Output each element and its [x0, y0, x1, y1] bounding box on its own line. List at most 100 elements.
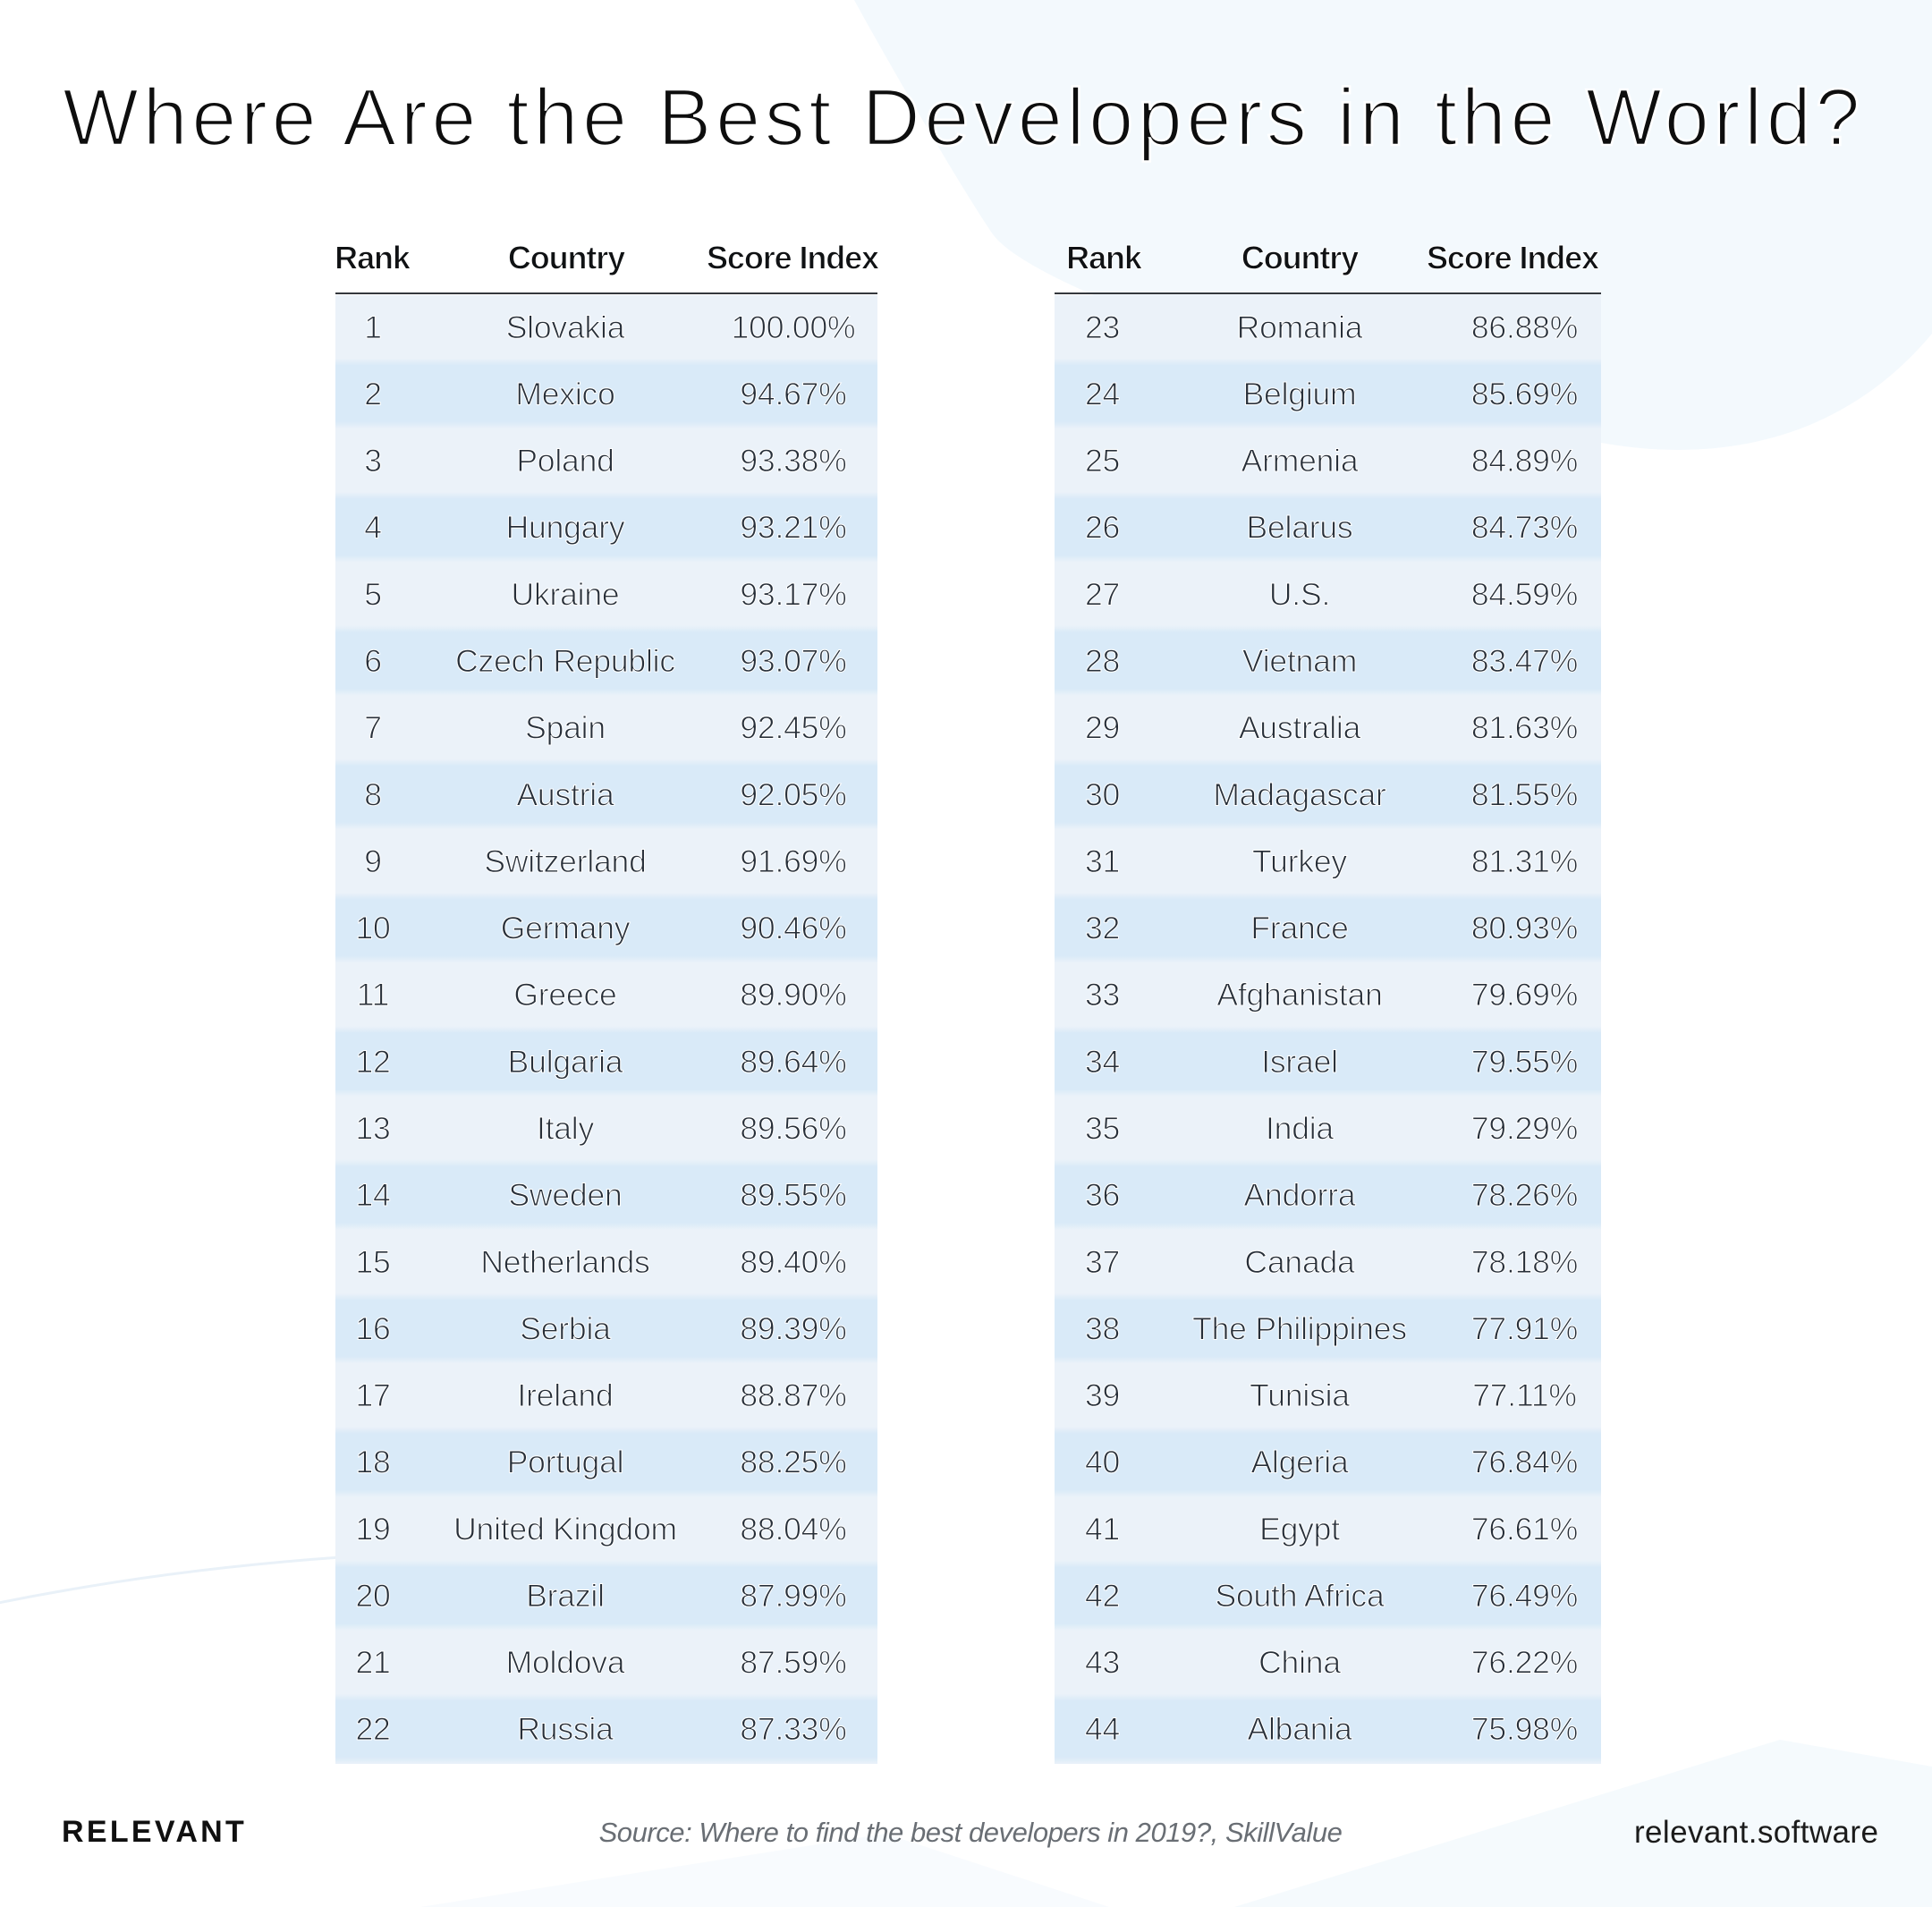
svg-text:81.55%: 81.55% — [1471, 776, 1578, 812]
svg-text:6: 6 — [364, 643, 382, 679]
svg-text:Madagascar: Madagascar — [1213, 776, 1386, 812]
svg-text:South Africa: South Africa — [1215, 1578, 1384, 1614]
svg-text:Netherlands: Netherlands — [480, 1244, 649, 1280]
svg-text:Vietnam: Vietnam — [1242, 643, 1357, 679]
svg-text:33: 33 — [1085, 977, 1120, 1013]
svg-text:17: 17 — [355, 1377, 390, 1413]
svg-text:75.98%: 75.98% — [1471, 1711, 1578, 1747]
svg-text:100.00%: 100.00% — [732, 309, 856, 345]
svg-text:14: 14 — [355, 1177, 390, 1213]
svg-text:Moldova: Moldova — [506, 1645, 625, 1681]
svg-text:28: 28 — [1085, 643, 1120, 679]
svg-text:86.88%: 86.88% — [1471, 309, 1578, 345]
svg-text:85.69%: 85.69% — [1471, 376, 1578, 411]
svg-text:15: 15 — [355, 1244, 390, 1280]
svg-text:92.05%: 92.05% — [740, 776, 846, 812]
svg-text:Bulgaria: Bulgaria — [508, 1044, 623, 1080]
svg-text:79.69%: 79.69% — [1471, 977, 1578, 1013]
svg-text:31: 31 — [1085, 843, 1120, 879]
svg-text:93.21%: 93.21% — [740, 510, 846, 546]
svg-text:Ireland: Ireland — [517, 1377, 613, 1413]
svg-text:79.29%: 79.29% — [1471, 1111, 1578, 1147]
svg-text:30: 30 — [1085, 776, 1120, 812]
svg-text:26: 26 — [1085, 510, 1120, 546]
svg-text:35: 35 — [1085, 1111, 1120, 1147]
svg-text:Germany: Germany — [501, 911, 631, 946]
svg-text:Russia: Russia — [517, 1711, 614, 1747]
svg-text:87.59%: 87.59% — [740, 1645, 846, 1681]
svg-text:87.99%: 87.99% — [740, 1578, 846, 1614]
svg-text:80.93%: 80.93% — [1471, 911, 1578, 946]
svg-text:1: 1 — [364, 309, 382, 345]
svg-text:Ukraine: Ukraine — [512, 576, 620, 612]
svg-text:Belarus: Belarus — [1247, 510, 1353, 546]
svg-text:The Philippines: The Philippines — [1192, 1310, 1407, 1346]
svg-text:76.84%: 76.84% — [1471, 1445, 1578, 1480]
svg-text:Afghanistan: Afghanistan — [1216, 977, 1382, 1013]
svg-text:87.33%: 87.33% — [740, 1711, 846, 1747]
svg-text:11: 11 — [357, 977, 389, 1013]
svg-text:Algeria: Algeria — [1250, 1445, 1349, 1480]
svg-text:7: 7 — [364, 710, 382, 746]
svg-text:40: 40 — [1085, 1445, 1120, 1480]
svg-text:Austria: Austria — [516, 776, 614, 812]
svg-text:36: 36 — [1085, 1177, 1120, 1213]
svg-text:Brazil: Brazil — [526, 1578, 605, 1614]
svg-text:84.73%: 84.73% — [1471, 510, 1578, 546]
svg-text:29: 29 — [1085, 710, 1120, 746]
svg-text:Greece: Greece — [513, 977, 616, 1013]
svg-text:90.46%: 90.46% — [740, 911, 846, 946]
svg-text:94.67%: 94.67% — [740, 376, 846, 411]
svg-text:Tunisia: Tunisia — [1250, 1377, 1350, 1413]
svg-text:Switzerland: Switzerland — [484, 843, 646, 879]
svg-text:34: 34 — [1085, 1044, 1120, 1080]
svg-text:Albania: Albania — [1247, 1711, 1352, 1747]
svg-text:Israel: Israel — [1261, 1044, 1338, 1080]
svg-text:32: 32 — [1085, 911, 1120, 946]
svg-text:22: 22 — [355, 1711, 390, 1747]
svg-text:United Kingdom: United Kingdom — [453, 1511, 677, 1547]
svg-text:Hungary: Hungary — [506, 510, 625, 546]
svg-text:84.59%: 84.59% — [1471, 576, 1578, 612]
svg-text:20: 20 — [355, 1578, 390, 1614]
svg-text:93.38%: 93.38% — [740, 443, 846, 479]
svg-text:78.26%: 78.26% — [1471, 1177, 1578, 1213]
svg-text:93.17%: 93.17% — [740, 576, 846, 612]
svg-text:43: 43 — [1085, 1645, 1120, 1681]
svg-text:76.61%: 76.61% — [1471, 1511, 1578, 1547]
svg-text:89.56%: 89.56% — [740, 1111, 846, 1147]
svg-text:89.90%: 89.90% — [740, 977, 846, 1013]
svg-text:Andorra: Andorra — [1244, 1177, 1356, 1213]
svg-text:89.39%: 89.39% — [740, 1310, 846, 1346]
svg-text:Egypt: Egypt — [1259, 1511, 1340, 1547]
svg-text:Slovakia: Slovakia — [506, 309, 625, 345]
svg-text:88.25%: 88.25% — [740, 1445, 846, 1480]
svg-text:41: 41 — [1085, 1511, 1120, 1547]
svg-text:Mexico: Mexico — [515, 376, 614, 411]
svg-text:19: 19 — [355, 1511, 390, 1547]
svg-text:India: India — [1266, 1111, 1334, 1147]
svg-text:37: 37 — [1085, 1244, 1120, 1280]
svg-text:Canada: Canada — [1244, 1244, 1355, 1280]
svg-text:Portugal: Portugal — [507, 1445, 624, 1480]
svg-text:Turkey: Turkey — [1252, 843, 1347, 879]
svg-text:83.47%: 83.47% — [1471, 643, 1578, 679]
svg-text:Belgium: Belgium — [1243, 376, 1357, 411]
svg-text:Country: Country — [508, 240, 625, 276]
svg-text:76.49%: 76.49% — [1471, 1578, 1578, 1614]
svg-text:84.89%: 84.89% — [1471, 443, 1578, 479]
svg-text:91.69%: 91.69% — [740, 843, 846, 879]
svg-text:Poland: Poland — [516, 443, 614, 479]
svg-text:Where Are the Best Developers: Where Are the Best Developers in the Wor… — [63, 73, 1864, 163]
svg-text:23: 23 — [1085, 309, 1120, 345]
svg-text:16: 16 — [355, 1310, 390, 1346]
svg-text:Score Index: Score Index — [1427, 240, 1599, 276]
svg-text:China: China — [1258, 1645, 1341, 1681]
svg-text:88.04%: 88.04% — [740, 1511, 846, 1547]
svg-text:89.55%: 89.55% — [740, 1177, 846, 1213]
svg-text:9: 9 — [364, 843, 382, 879]
svg-text:27: 27 — [1085, 576, 1120, 612]
svg-text:4: 4 — [364, 510, 382, 546]
svg-text:Country: Country — [1241, 240, 1359, 276]
svg-text:8: 8 — [364, 776, 382, 812]
